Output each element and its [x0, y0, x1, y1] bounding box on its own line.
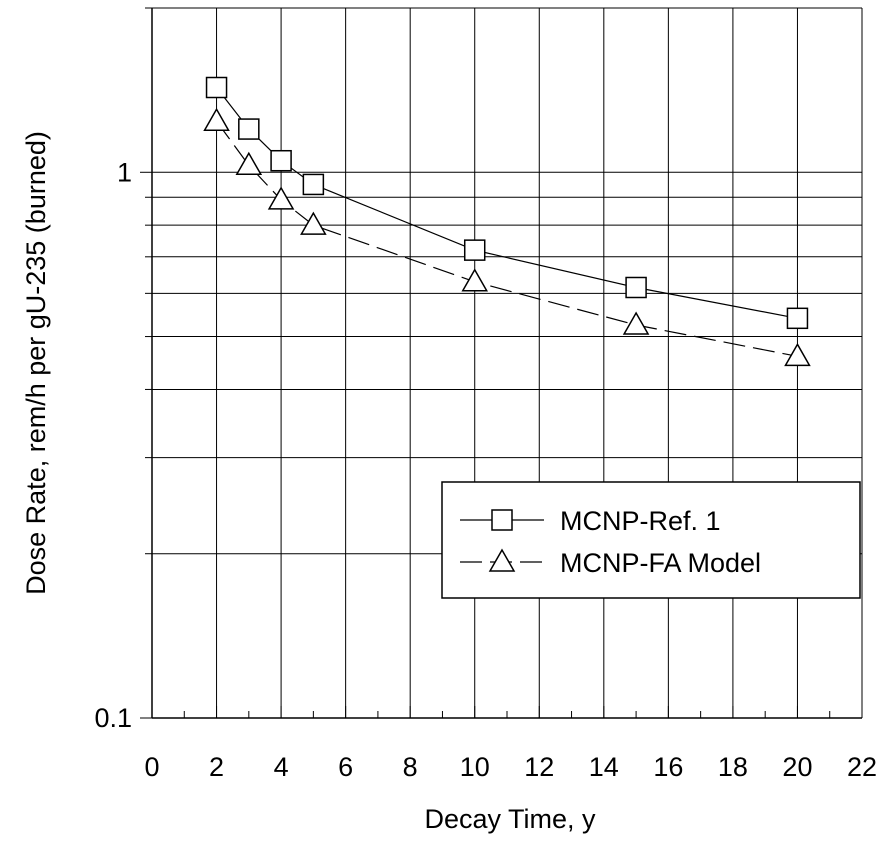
x-axis-title: Decay Time, y [424, 804, 596, 834]
legend-marker [488, 548, 516, 572]
series-1-point [270, 149, 292, 172]
x-tick-label: 20 [782, 752, 812, 782]
x-tick-label: 6 [338, 752, 353, 782]
series-2-point [622, 311, 650, 335]
series-1-point [786, 307, 809, 330]
y-axis-title: Dose Rate, rem/h per gU-235 (burned) [21, 131, 51, 595]
x-tick-label: 18 [718, 752, 748, 782]
series-1-point [302, 173, 325, 196]
x-tick-label: 12 [524, 752, 554, 782]
grid [151, 7, 863, 718]
series-1-point [463, 239, 486, 261]
y-tick-label: 0.1 [94, 703, 132, 733]
series-2-point [203, 107, 230, 132]
series-2-point [267, 186, 295, 210]
x-tick-label: 2 [209, 752, 224, 782]
legend-label: MCNP-FA Model [560, 548, 761, 578]
x-tick-label: 22 [847, 752, 877, 782]
series-2-point [784, 342, 811, 367]
x-tick-label: 4 [274, 752, 289, 782]
legend: MCNP-Ref. 1 MCNP-FA Model [441, 481, 861, 599]
legend-box [441, 481, 861, 599]
series-2-point [300, 211, 327, 235]
legend-label: MCNP-Ref. 1 [560, 506, 721, 536]
series-layer [203, 76, 811, 367]
x-tick-label: 10 [460, 752, 490, 782]
series-1-point [238, 118, 260, 140]
x-tick-label: 0 [144, 752, 159, 782]
series-1-point [625, 276, 647, 299]
series-2-point [235, 151, 263, 176]
series-line-2 [216, 120, 798, 357]
axes: 0 2 4 6 8 10 12 14 16 18 20 22 0.1 1 [94, 7, 877, 782]
x-tick-label: 16 [653, 752, 683, 782]
series-line-1 [216, 87, 798, 319]
x-tick-label: 8 [403, 752, 418, 782]
y-tick-label: 1 [117, 157, 132, 187]
series-2-point [461, 268, 489, 292]
x-tick-label: 14 [589, 752, 619, 782]
legend-marker [491, 509, 513, 531]
series-1-point [205, 76, 228, 99]
